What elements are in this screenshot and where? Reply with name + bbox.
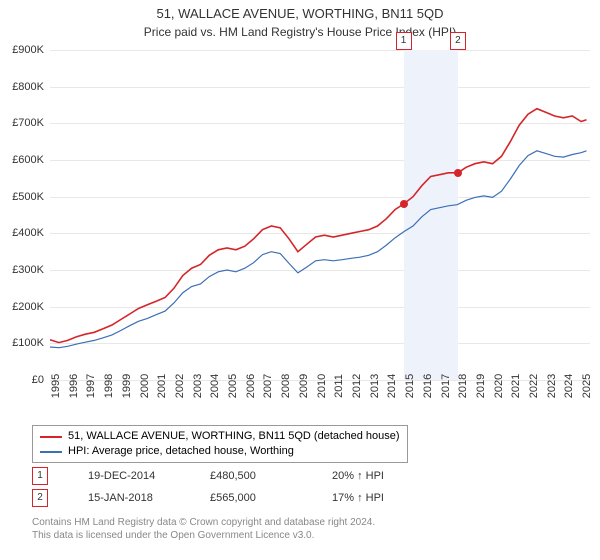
x-tick-label: 2017 [440,374,452,398]
series-price-paid [50,109,587,343]
transaction-price: £565,000 [210,492,300,504]
x-tick-label: 2001 [156,374,168,398]
x-tick-label: 2020 [493,374,505,398]
legend-swatch [40,436,62,438]
y-tick-label: £200K [12,301,44,313]
y-tick-label: £400K [12,227,44,239]
x-tick-label: 2019 [475,374,487,398]
series-hpi [50,151,587,348]
x-tick-label: 2004 [209,374,221,398]
y-tick-label: £100K [12,337,44,349]
chart-container: 51, WALLACE AVENUE, WORTHING, BN11 5QD P… [0,0,600,560]
x-tick-label: 2014 [386,374,398,398]
footer-line-2: This data is licensed under the Open Gov… [32,529,375,542]
x-tick-label: 2018 [457,374,469,398]
y-tick-label: £900K [12,44,44,56]
x-tick-label: 2005 [227,374,239,398]
transaction-date: 19-DEC-2014 [88,470,178,482]
x-tick-label: 1997 [85,374,97,398]
x-tick-label: 2000 [139,374,151,398]
y-tick-label: £600K [12,154,44,166]
plot-region: £0£100K£200K£300K£400K£500K£600K£700K£80… [50,50,590,381]
chart-subtitle: Price paid vs. HM Land Registry's House … [0,21,600,45]
x-tick-label: 2024 [563,374,575,398]
y-tick-label: £0 [32,374,44,386]
transaction-dot-2 [454,169,462,177]
y-tick-label: £800K [12,81,44,93]
x-tick-label: 1996 [68,374,80,398]
legend-label: HPI: Average price, detached house, Wort… [68,444,294,459]
transaction-row-marker: 2 [32,489,48,507]
x-tick-label: 2009 [298,374,310,398]
transaction-row: 1 19-DEC-2014 £480,500 20% ↑ HPI [32,465,422,487]
transaction-dot-1 [400,200,408,208]
x-tick-label: 2021 [510,374,522,398]
x-tick-label: 2015 [404,374,416,398]
y-tick-label: £700K [12,117,44,129]
transaction-delta: 20% ↑ HPI [332,470,422,482]
chart-area: £0£100K£200K£300K£400K£500K£600K£700K£80… [50,50,590,380]
x-tick-label: 1999 [121,374,133,398]
legend-item: HPI: Average price, detached house, Wort… [40,444,400,459]
x-tick-label: 2002 [174,374,186,398]
legend-label: 51, WALLACE AVENUE, WORTHING, BN11 5QD (… [68,429,400,444]
x-tick-label: 2013 [369,374,381,398]
line-layer [50,50,590,380]
x-tick-label: 2007 [262,374,274,398]
transactions-table: 1 19-DEC-2014 £480,500 20% ↑ HPI 2 15-JAN-201… [32,465,422,509]
x-tick-label: 2025 [581,374,593,398]
x-tick-label: 2003 [192,374,204,398]
footer-line-1: Contains HM Land Registry data © Crown c… [32,516,375,529]
x-tick-label: 2016 [422,374,434,398]
x-tick-label: 1998 [103,374,115,398]
x-tick-label: 1995 [50,374,62,398]
transaction-row-marker: 1 [32,467,48,485]
transaction-marker-2: 2 [450,32,466,50]
legend-swatch [40,451,62,453]
x-tick-label: 2010 [316,374,328,398]
x-tick-label: 2023 [546,374,558,398]
x-tick-label: 2011 [333,374,345,398]
transaction-price: £480,500 [210,470,300,482]
footer-attribution: Contains HM Land Registry data © Crown c… [32,516,375,542]
chart-title: 51, WALLACE AVENUE, WORTHING, BN11 5QD [0,0,600,21]
transaction-date: 15-JAN-2018 [88,492,178,504]
x-tick-label: 2012 [351,374,363,398]
y-tick-label: £500K [12,191,44,203]
x-tick-label: 2022 [528,374,540,398]
transaction-row: 2 15-JAN-2018 £565,000 17% ↑ HPI [32,487,422,509]
y-tick-label: £300K [12,264,44,276]
legend: 51, WALLACE AVENUE, WORTHING, BN11 5QD (… [32,425,408,463]
x-tick-label: 2006 [245,374,257,398]
transaction-delta: 17% ↑ HPI [332,492,422,504]
legend-item: 51, WALLACE AVENUE, WORTHING, BN11 5QD (… [40,429,400,444]
x-tick-label: 2008 [280,374,292,398]
transaction-marker-1: 1 [396,32,412,50]
